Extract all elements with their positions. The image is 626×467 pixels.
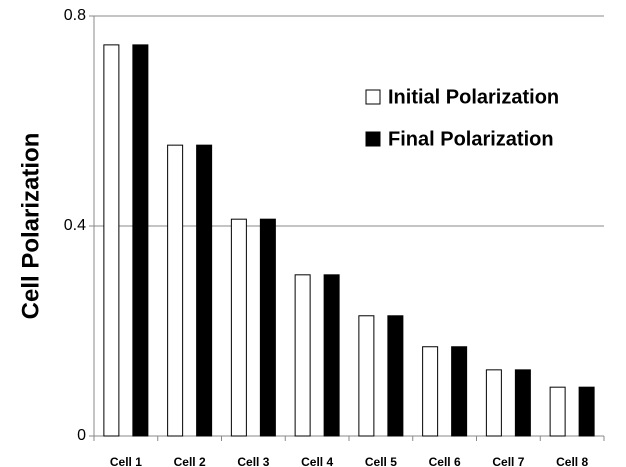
bar: [323, 274, 340, 437]
x-tick-label: Cell 1: [110, 455, 142, 467]
x-tick-label: Cell 5: [365, 455, 397, 467]
x-tick-label: Cell 2: [174, 455, 206, 467]
x-tick-label: Cell 6: [429, 455, 461, 467]
bar: [358, 315, 375, 437]
legend-swatch: [365, 89, 381, 105]
bar: [451, 346, 468, 437]
y-tick-label: 0.4: [64, 217, 86, 234]
x-tick-label: Cell 8: [556, 455, 588, 467]
y-tick-label: 0: [77, 427, 86, 444]
bar: [103, 44, 120, 437]
y-tick-label: 0.8: [64, 7, 86, 24]
bar: [485, 369, 502, 437]
bar: [549, 386, 566, 437]
x-tick-label: Cell 4: [301, 455, 333, 467]
legend-label: Initial Polarization: [388, 86, 559, 108]
bar: [132, 44, 149, 437]
legend-label: Final Polarization: [388, 128, 554, 150]
bar: [259, 218, 276, 437]
y-axis-label: Cell Polarization: [17, 133, 44, 320]
bar: [294, 274, 311, 437]
bar: [196, 144, 213, 437]
bar: [167, 144, 184, 437]
bar: [422, 346, 439, 437]
bar: [578, 386, 595, 437]
x-tick-label: Cell 7: [492, 455, 524, 467]
bar: [387, 315, 404, 437]
legend-swatch: [365, 131, 381, 147]
bar: [514, 369, 531, 437]
x-tick-label: Cell 3: [237, 455, 269, 467]
bar: [230, 218, 247, 437]
